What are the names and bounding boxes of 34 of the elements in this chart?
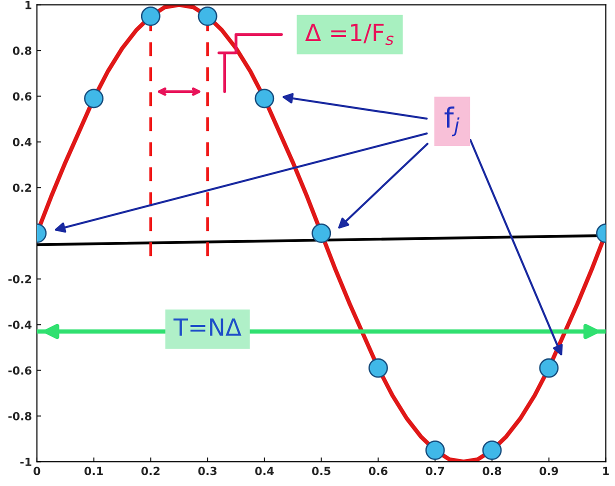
point — [84, 88, 104, 108]
x-tick-label: 0.7 — [426, 466, 444, 476]
point — [482, 440, 502, 460]
line-series — [36, 4, 606, 462]
y-tick-label: -0.2 — [8, 274, 32, 284]
x-tick-label: 1 — [603, 466, 609, 476]
y-tick-label: -0.4 — [8, 320, 32, 330]
x-tick-label: 0.4 — [255, 466, 274, 476]
y-tick-label: 1 — [26, 0, 32, 10]
x-tick-label: 0.2 — [141, 466, 160, 476]
y-tick-label: -0.6 — [8, 366, 32, 375]
point — [539, 358, 559, 378]
point — [425, 440, 445, 460]
ref-line-label: T=NΔ — [173, 318, 242, 336]
y-tick-label: 0.8 — [12, 46, 32, 55]
annotation: Δ =1/F$_{s}$ — [305, 24, 394, 46]
x-tick-label: 0.8 — [482, 466, 502, 476]
y-tick-label: 0.2 — [12, 184, 32, 192]
y-tick-label: -1 — [20, 458, 32, 466]
annotation: f$_{j}$ — [444, 106, 460, 136]
point — [198, 6, 218, 26]
x-tick-label: 0.9 — [540, 466, 558, 476]
y-tick-label: -0.8 — [8, 412, 32, 420]
point — [140, 6, 160, 26]
point — [312, 224, 332, 244]
x-tick-label: 0.6 — [368, 466, 388, 476]
point — [254, 88, 274, 108]
x-tick-label: 0.1 — [84, 466, 103, 476]
y-tick-label: 0.6 — [12, 92, 32, 101]
x-tick-label: 0 — [34, 466, 40, 476]
x-tick-label: 0.5 — [312, 466, 330, 476]
y-tick-label: 0.4 — [12, 138, 32, 146]
x-tick-label: 0.3 — [198, 466, 217, 476]
point — [368, 358, 388, 378]
